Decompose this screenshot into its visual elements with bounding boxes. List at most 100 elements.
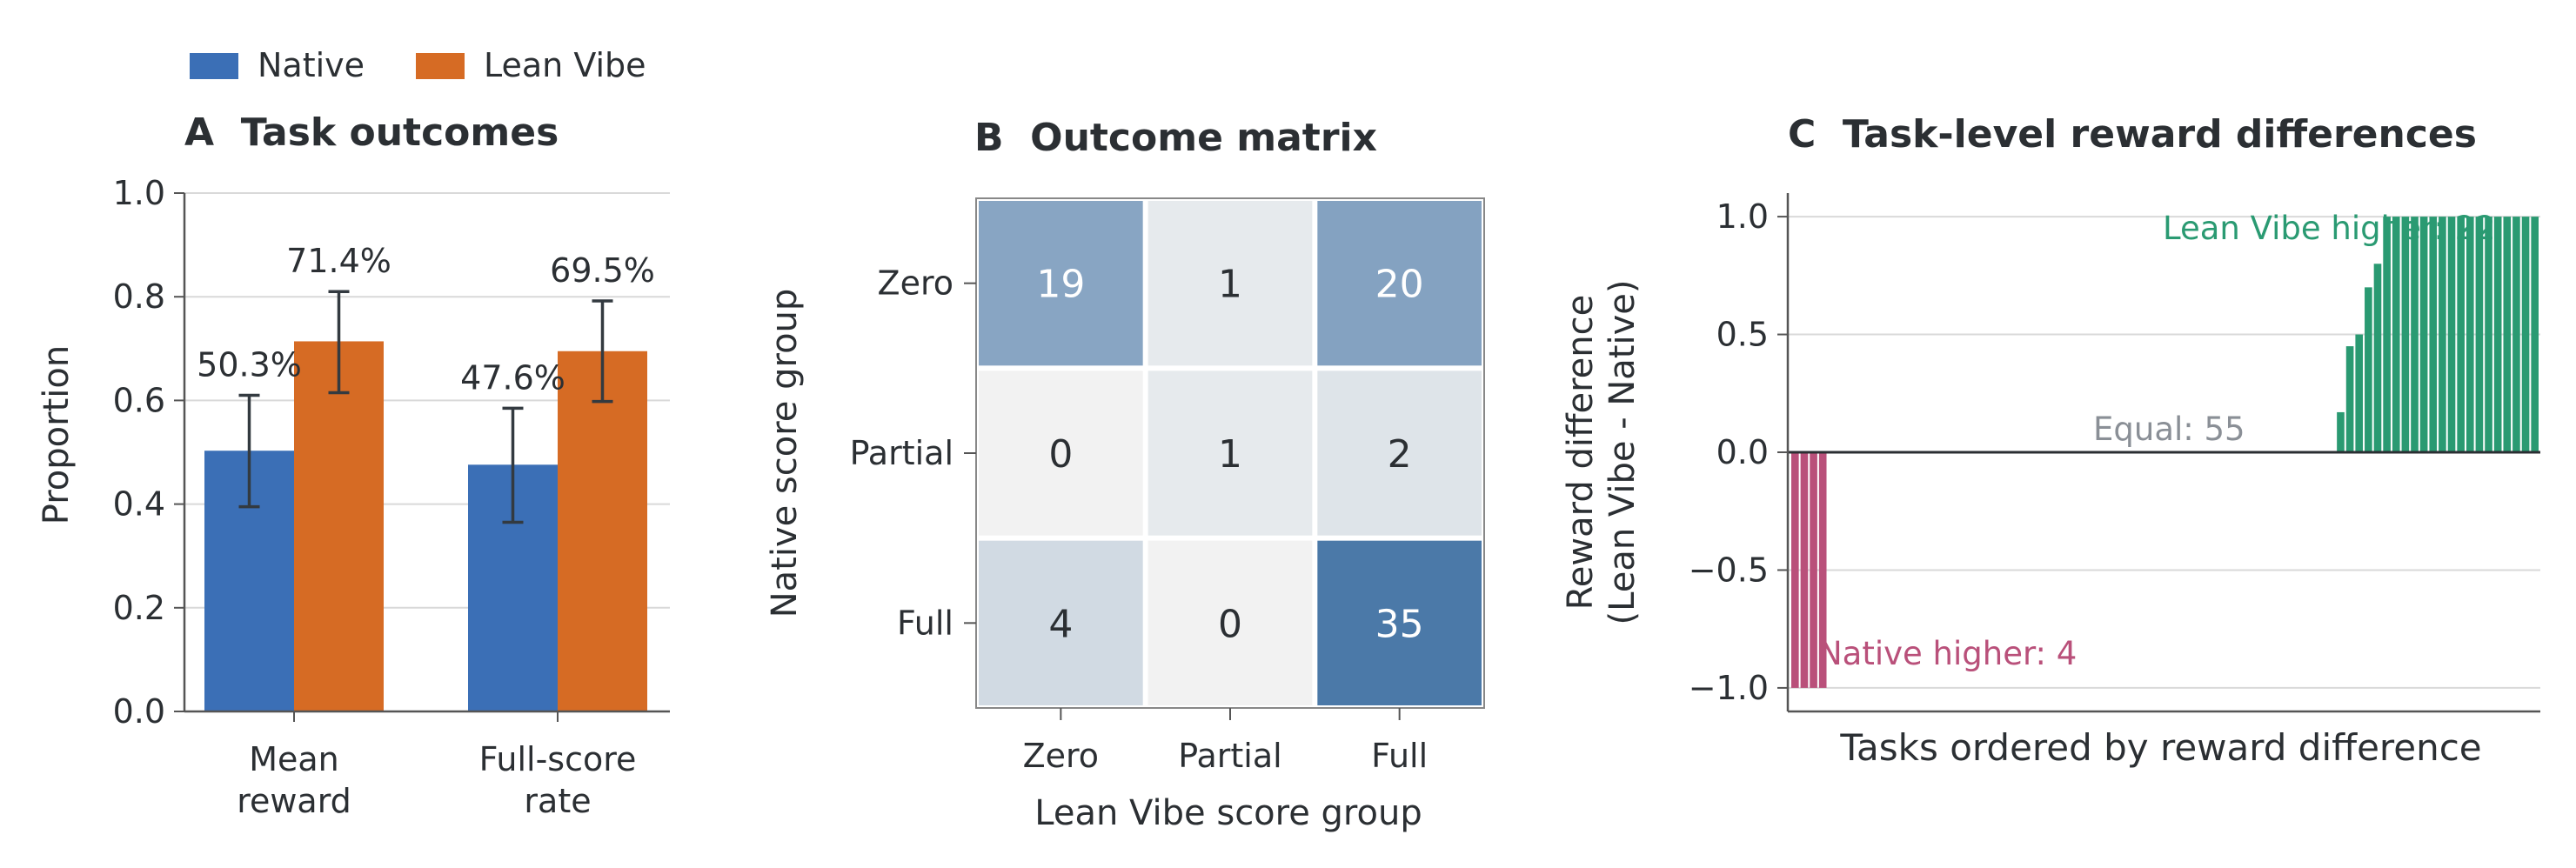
heatmap-cell xyxy=(1317,201,1482,366)
data-label: 50.3% xyxy=(197,345,302,384)
heatmap-cell-label: 19 xyxy=(1036,263,1085,307)
panel-c-equal-label: Equal: 55 xyxy=(2093,411,2245,448)
bar-lean-vibe-higher xyxy=(2429,217,2438,452)
bar-lean-vibe-higher xyxy=(2373,264,2382,452)
data-label: 69.5% xyxy=(550,251,655,290)
panel-c-axes: 1.0 0.5 0.0 −0.5 −1.0 xyxy=(1689,193,2540,713)
panel-b-heatmap-cells: 19 1 20 0 1 2 4 0 35 xyxy=(975,197,1485,709)
panel-b-title: B Outcome matrix xyxy=(974,116,1377,160)
heatmap-cell xyxy=(1147,201,1313,366)
panel-c-reward-differences: C Task-level reward differences 1.0 0.5 0.… xyxy=(1561,112,2540,769)
heatmap-cell-label: 1 xyxy=(1218,432,1242,477)
bar-native-higher xyxy=(1810,452,1817,688)
heatmap-cell xyxy=(1317,371,1482,536)
panel-c-y-axis-label-line2: (Lean Vibe - Native) xyxy=(1602,280,1643,625)
bar-lean-vibe-higher xyxy=(2392,217,2400,452)
panel-a-error-bars xyxy=(238,290,613,524)
bar-lean-vibe-higher xyxy=(2439,217,2446,452)
y-tick-label: 0.5 xyxy=(1716,316,1769,354)
panel-c-x-axis-label: Tasks ordered by reward difference xyxy=(1839,726,2481,769)
bar-lean-vibe-higher xyxy=(2475,217,2484,452)
bar-lean-vibe-higher xyxy=(2355,334,2364,452)
y-tick-label: −0.5 xyxy=(1689,551,1769,589)
panel-b-axes: Zero Partial Full Zero Partial Full xyxy=(850,264,1429,775)
panel-c-y-axis-label-line1: Reward difference xyxy=(1561,295,1601,610)
bar-lean-vibe xyxy=(294,341,384,711)
y-tick-label: 0.2 xyxy=(113,589,165,627)
heatmap-cell xyxy=(1147,540,1313,705)
panel-b-outcome-matrix: B Outcome matrix 19 1 20 0 1 2 4 0 35 Zero Partia… xyxy=(765,116,1485,833)
y-tick-label: Zero xyxy=(878,264,953,303)
bar-native-higher xyxy=(1800,452,1809,688)
panel-c-lean-vibe-higher-label: Lean Vibe higher: 22 xyxy=(2163,210,2496,247)
bar-lean-vibe-higher xyxy=(2411,217,2419,452)
y-tick-label: Full xyxy=(897,604,953,642)
bar-lean-vibe xyxy=(558,351,647,711)
bar-lean-vibe-higher xyxy=(2503,217,2512,452)
heatmap-cell xyxy=(1147,371,1313,536)
y-tick-label: 1.0 xyxy=(1716,197,1769,236)
y-tick-label: 0.6 xyxy=(113,381,165,419)
legend-label-lean-vibe: Lean Vibe xyxy=(484,46,646,84)
legend-swatch-lean-vibe xyxy=(416,53,465,79)
bar-native-higher xyxy=(1818,452,1827,688)
y-tick-label: 1.0 xyxy=(113,174,165,212)
bar-lean-vibe-higher xyxy=(2447,217,2456,452)
bar-lean-vibe-higher xyxy=(2521,217,2530,452)
heatmap-cell-label: 35 xyxy=(1375,602,1424,646)
panel-a-title: A Task outcomes xyxy=(184,110,559,155)
x-tick-label: Full xyxy=(1371,737,1428,775)
heatmap-cell xyxy=(1317,540,1482,705)
legend-label-native: Native xyxy=(258,46,365,84)
data-label: 47.6% xyxy=(460,358,565,397)
panel-c-y-axis-label: Reward difference (Lean Vibe - Native) xyxy=(1561,280,1643,625)
x-tick-label: Partial xyxy=(1178,737,1281,775)
heatmap-cell-label: 4 xyxy=(1048,602,1073,646)
bar-lean-vibe-higher xyxy=(2485,217,2492,452)
bar-lean-vibe-higher xyxy=(2383,217,2391,452)
y-tick-label: 0.0 xyxy=(113,692,165,731)
x-tick-label: reward xyxy=(237,782,351,820)
bar-native-higher xyxy=(1791,452,1799,688)
bar-lean-vibe-higher xyxy=(2466,217,2474,452)
bar-lean-vibe-higher xyxy=(2337,411,2345,452)
bar-lean-vibe-higher xyxy=(2365,287,2372,452)
panel-b-y-axis-label: Native score group xyxy=(765,289,805,618)
heatmap-cell-label: 1 xyxy=(1218,263,1242,307)
heatmap-cell xyxy=(979,540,1143,705)
y-tick-label: 0.8 xyxy=(113,277,165,316)
panel-a-bars xyxy=(204,341,647,711)
x-tick-label: Full-score xyxy=(479,740,637,778)
panel-c-title: C Task-level reward differences xyxy=(1788,112,2477,157)
x-tick-label: Mean xyxy=(249,740,339,778)
y-tick-label: 0.0 xyxy=(1716,433,1769,471)
panel-a-task-outcomes: A Task outcomes 50.3% 47.6% 71.4% 69.5% 0.0… xyxy=(37,110,670,820)
panel-a-data-labels: 50.3% 47.6% 71.4% 69.5% xyxy=(197,242,655,397)
panel-c-bars xyxy=(1791,217,2539,688)
panel-a-axes: 0.0 0.2 0.4 0.6 0.8 1.0 Mean reward Full-score ra… xyxy=(113,174,670,820)
x-tick-label: Zero xyxy=(1023,737,1099,775)
y-tick-label: 0.4 xyxy=(113,485,165,524)
panel-b-x-axis-label: Lean Vibe score group xyxy=(1034,793,1422,833)
heatmap-cell-label: 0 xyxy=(1048,432,1073,477)
legend: Native Lean Vibe xyxy=(190,46,646,84)
bar-lean-vibe-higher xyxy=(2531,217,2539,452)
bar-lean-vibe-higher xyxy=(2493,217,2502,452)
bar-lean-vibe-higher xyxy=(2345,346,2354,452)
bar-lean-vibe-higher xyxy=(2457,217,2465,452)
heatmap-cell-label: 2 xyxy=(1388,432,1412,477)
bar-lean-vibe-higher xyxy=(2419,217,2428,452)
heatmap-cell xyxy=(979,201,1143,366)
panel-a-y-axis-label: Proportion xyxy=(37,345,77,524)
bar-lean-vibe-higher xyxy=(2512,217,2520,452)
panel-c-native-higher-label: Native higher: 4 xyxy=(1818,635,2077,672)
data-label: 71.4% xyxy=(286,242,391,280)
bar-lean-vibe-higher xyxy=(2401,217,2410,452)
heatmap-cell-label: 0 xyxy=(1218,602,1242,646)
legend-swatch-native xyxy=(190,53,238,79)
heatmap-cell-label: 20 xyxy=(1375,263,1424,307)
heatmap-cell xyxy=(979,371,1143,536)
y-tick-label: Partial xyxy=(850,434,953,472)
x-tick-label: rate xyxy=(524,782,591,820)
